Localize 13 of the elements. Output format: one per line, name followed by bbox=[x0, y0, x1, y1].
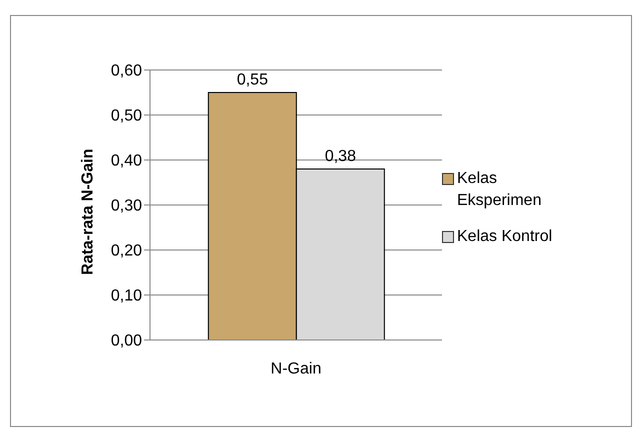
x-tick-label: N-Gain bbox=[270, 360, 322, 378]
y-tick-label: 0,30 bbox=[110, 198, 142, 215]
y-tick-label: 0,50 bbox=[110, 108, 142, 125]
y-tick-label: 0,10 bbox=[110, 288, 142, 305]
y-tick-label: 0,60 bbox=[110, 62, 142, 80]
y-tick-label: 0,40 bbox=[110, 152, 142, 170]
data-label: 0,38 bbox=[324, 148, 356, 165]
y-tick-label: 0,20 bbox=[110, 242, 142, 260]
y-tick-label: 0,00 bbox=[110, 332, 142, 350]
text: Kelas Eksperimen bbox=[457, 169, 542, 211]
y-axis-title: Rata-rata N-Gain bbox=[80, 148, 97, 275]
data-label: 0,55 bbox=[236, 72, 268, 88]
legend-label: Kelas Kontrol bbox=[457, 227, 554, 247]
